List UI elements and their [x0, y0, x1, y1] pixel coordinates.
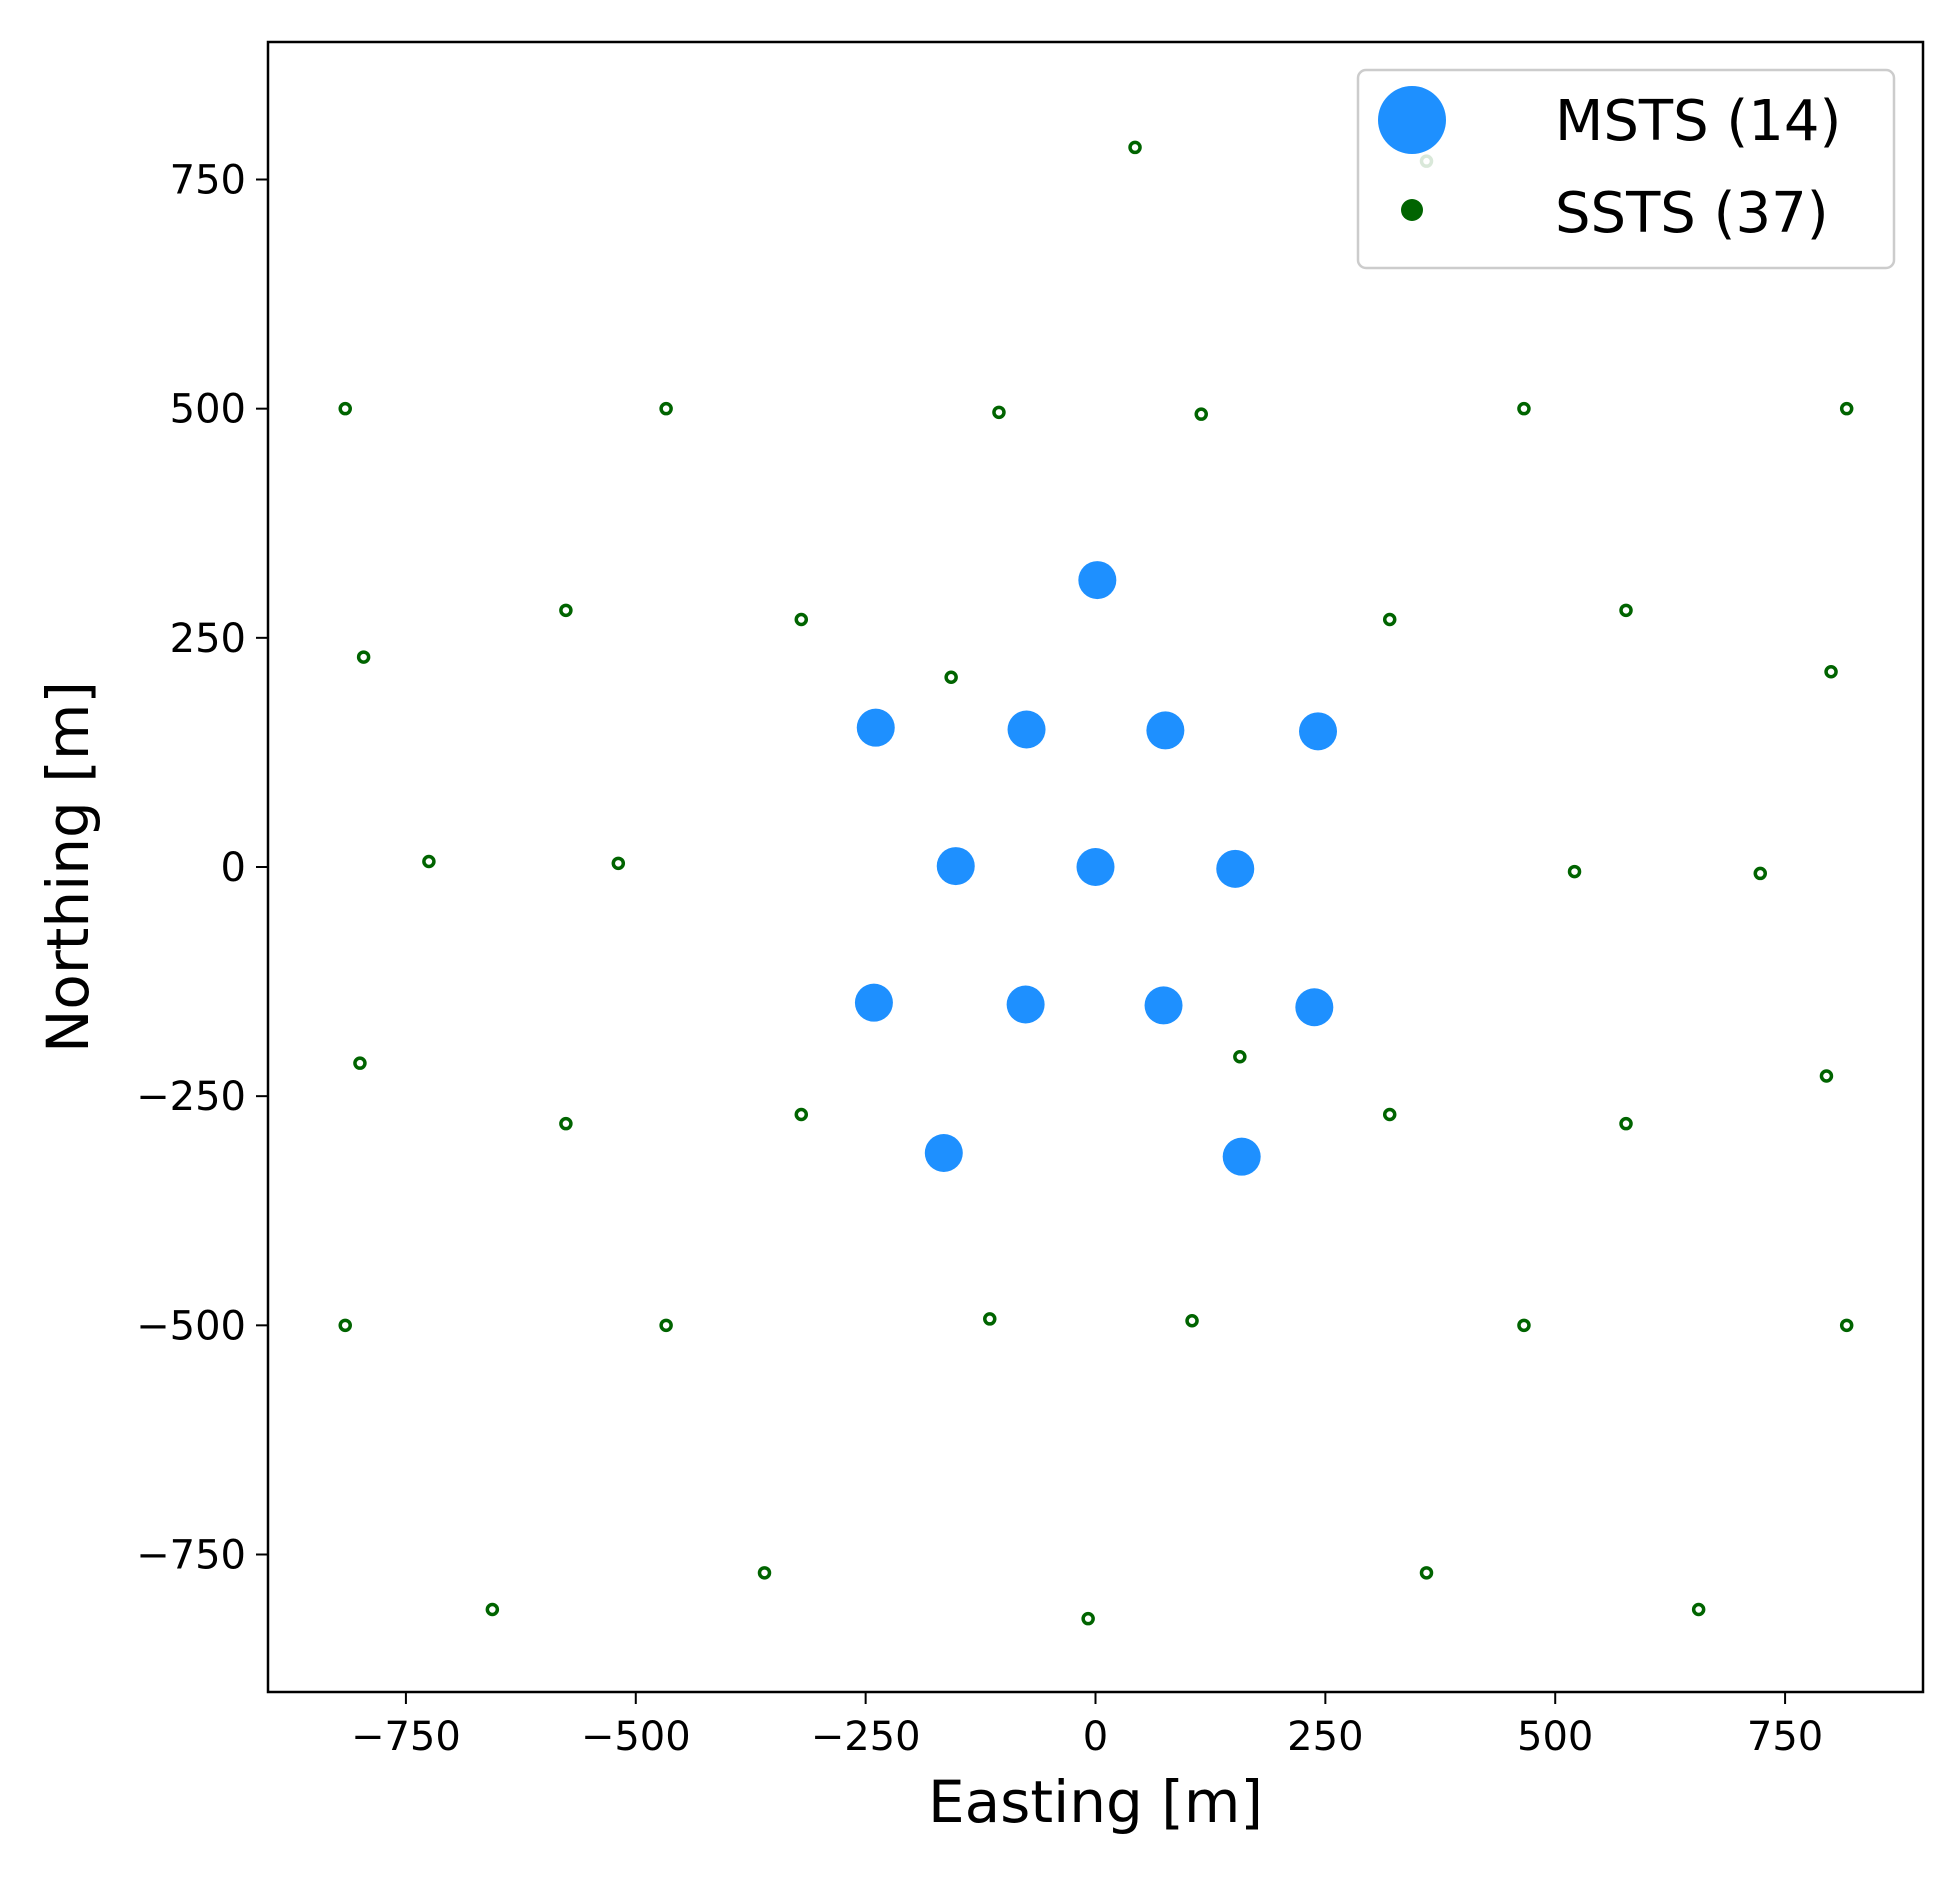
- msts-point: [924, 1134, 963, 1172]
- ssts-point: [1185, 1314, 1199, 1328]
- y-tick-label: 500: [170, 387, 246, 433]
- ssts-point: [1839, 1318, 1854, 1333]
- ssts-point: [794, 1107, 809, 1122]
- legend-marker-ssts: [1401, 199, 1423, 221]
- x-tick-label: −500: [581, 1714, 691, 1760]
- legend: MSTS (14) SSTS (37): [1356, 68, 1896, 270]
- legend-label-ssts: SSTS (37): [1555, 181, 1829, 246]
- msts-point: [1007, 710, 1046, 749]
- ssts-point: [944, 670, 958, 684]
- y-tick-label: 250: [170, 616, 246, 662]
- ssts-point: [1824, 665, 1838, 679]
- ssts-point: [1819, 1069, 1834, 1083]
- ssts-point: [1194, 407, 1208, 421]
- ssts-point: [983, 1312, 997, 1326]
- x-tick-label: 750: [1747, 1714, 1823, 1760]
- ssts-point: [559, 603, 573, 618]
- x-tick-label: −750: [351, 1714, 461, 1760]
- ssts-point: [338, 1318, 352, 1333]
- y-tick-label: −500: [136, 1303, 246, 1349]
- y-tick-label: −750: [136, 1533, 246, 1579]
- ssts-point: [659, 1318, 673, 1333]
- series-layer: [338, 140, 1854, 1626]
- msts-point: [1299, 712, 1338, 751]
- ssts-point: [659, 401, 673, 416]
- msts-point: [1295, 988, 1334, 1027]
- ssts-point: [1753, 866, 1768, 881]
- y-tick-label: −250: [136, 1074, 246, 1120]
- msts-point: [856, 708, 895, 747]
- legend-box: [1356, 68, 1896, 270]
- ssts-point: [1419, 1566, 1434, 1580]
- msts-point: [1076, 848, 1115, 886]
- x-tick-label: 500: [1517, 1714, 1593, 1760]
- ssts-point: [338, 401, 352, 416]
- y-tick-label: 0: [221, 845, 246, 891]
- ssts-point: [794, 612, 809, 627]
- ssts-point: [1382, 612, 1397, 627]
- msts-point: [854, 983, 893, 1022]
- ssts-point: [757, 1566, 772, 1580]
- x-tick-label: −250: [811, 1714, 921, 1760]
- msts-point: [1078, 561, 1117, 600]
- legend-marker-msts: [1378, 86, 1446, 154]
- legend-label-msts: MSTS (14): [1555, 89, 1841, 154]
- msts-point: [936, 847, 975, 886]
- ssts-point: [992, 405, 1006, 420]
- x-axis: −750 −500 −250 0 250 500 750: [351, 1692, 1823, 1760]
- ssts-point: [1619, 1116, 1633, 1131]
- ssts-point: [356, 650, 371, 664]
- ssts-point: [559, 1116, 573, 1131]
- ssts-point: [353, 1056, 367, 1070]
- ssts-point: [1839, 401, 1854, 416]
- x-axis-label: Easting [m]: [928, 1768, 1263, 1836]
- x-tick-label: 250: [1287, 1714, 1363, 1760]
- ssts-point: [1567, 864, 1582, 879]
- y-axis-label: Northing [m]: [34, 681, 102, 1053]
- msts-point: [1222, 1137, 1261, 1176]
- ssts-point: [1619, 603, 1633, 618]
- x-tick-label: 0: [1083, 1714, 1108, 1760]
- ssts-point: [1517, 1318, 1531, 1333]
- ssts-point: [1128, 140, 1142, 155]
- y-axis: −750 −500 −250 0 250 500 750: [136, 158, 268, 1579]
- msts-point: [1006, 985, 1045, 1024]
- ssts-point: [611, 856, 626, 871]
- ssts-point: [485, 1602, 500, 1617]
- ssts-point: [1081, 1611, 1095, 1626]
- msts-point: [1144, 986, 1183, 1025]
- ssts-point: [1233, 1050, 1247, 1064]
- ssts-point: [1382, 1107, 1397, 1122]
- msts-point: [1216, 849, 1255, 888]
- ssts-point: [1517, 401, 1531, 416]
- msts-point: [1146, 711, 1185, 750]
- y-tick-label: 750: [170, 158, 246, 204]
- ssts-point: [422, 854, 436, 869]
- ssts-point: [1691, 1602, 1706, 1617]
